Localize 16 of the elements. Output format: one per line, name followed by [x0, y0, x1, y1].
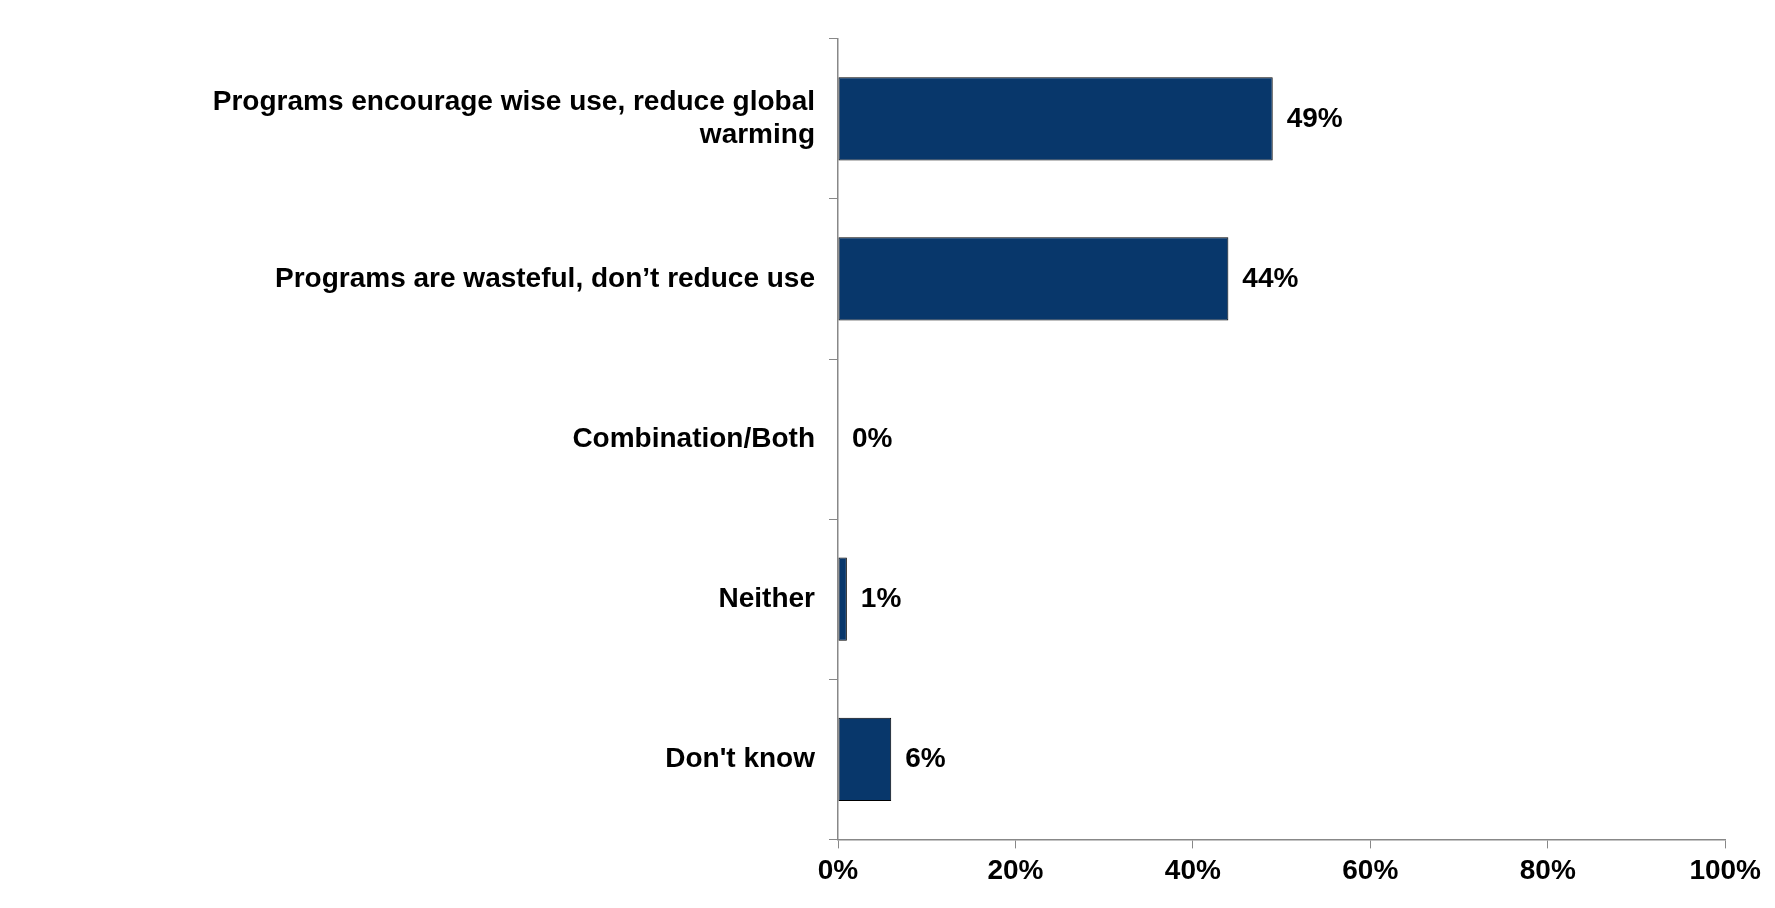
- x-tick-label: 40%: [1164, 853, 1221, 885]
- data-label: 44%: [1242, 261, 1299, 293]
- x-tick-label: 20%: [987, 853, 1044, 885]
- x-tick-label: 80%: [1519, 853, 1576, 885]
- y-tick-label: Programs are wasteful, don’t reduce use: [275, 261, 815, 293]
- data-label: 6%: [905, 742, 946, 774]
- x-tick-label: 60%: [1342, 853, 1399, 885]
- y-tick-label: Programs encourage wise use, reduce global warming: [212, 84, 815, 150]
- x-tick-label: 0%: [817, 853, 859, 885]
- data-label: 0%: [852, 421, 893, 453]
- y-tick-label: Don't know: [665, 742, 816, 774]
- data-label: 49%: [1286, 101, 1343, 133]
- y-tick-label: Combination/Both: [572, 421, 815, 453]
- y-tick-label: Neither: [718, 581, 816, 613]
- x-tick-label: 100%: [1689, 853, 1762, 885]
- data-label: 1%: [860, 581, 902, 613]
